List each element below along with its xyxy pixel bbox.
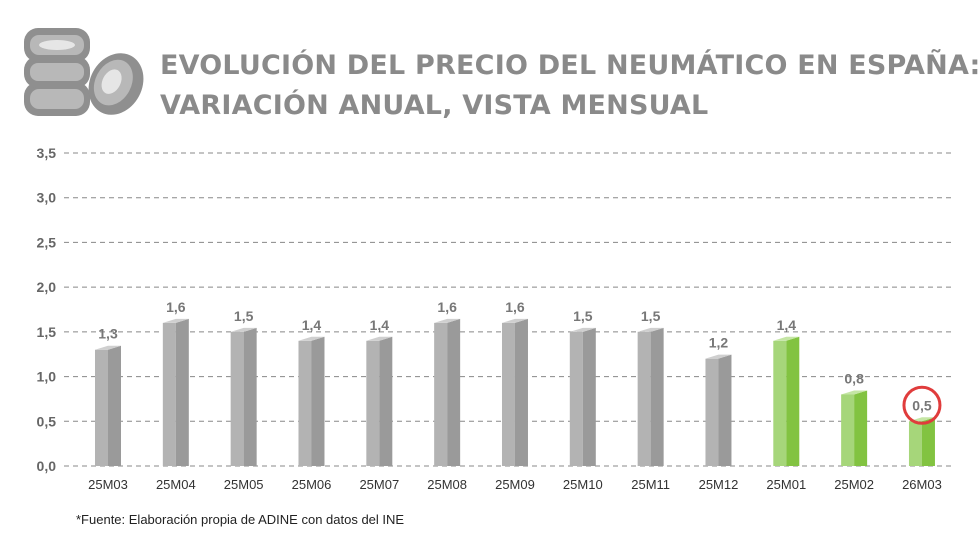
bar-front bbox=[705, 358, 719, 466]
x-tick-label: 25M04 bbox=[156, 477, 196, 492]
bar-side bbox=[582, 327, 596, 466]
bar-side bbox=[379, 336, 393, 466]
bar-value-label: 1,5 bbox=[641, 308, 661, 324]
bar-side bbox=[243, 327, 257, 466]
bar-front bbox=[434, 322, 448, 466]
x-tick-label: 25M11 bbox=[631, 477, 670, 492]
bar-front bbox=[230, 331, 244, 466]
bar-top bbox=[705, 354, 732, 359]
bar-top bbox=[501, 318, 528, 323]
bar-top bbox=[95, 345, 121, 350]
bar-side bbox=[108, 345, 121, 466]
bar-front bbox=[95, 349, 108, 466]
x-tick-label: 25M05 bbox=[224, 477, 264, 492]
tire-stack-icon bbox=[24, 28, 144, 116]
bar-front bbox=[162, 322, 176, 466]
bar-value-label: 0,5 bbox=[912, 397, 932, 413]
bar-side bbox=[650, 327, 664, 466]
bar-value-label: 1,5 bbox=[573, 308, 593, 324]
highlight-circle bbox=[902, 385, 942, 425]
x-tick-label: 25M09 bbox=[495, 477, 535, 492]
y-tick-label: 0,0 bbox=[37, 458, 57, 474]
bar-side bbox=[854, 390, 868, 466]
bar-side bbox=[921, 417, 935, 466]
tire-stack-left bbox=[24, 28, 90, 116]
x-tick-label: 25M07 bbox=[359, 477, 399, 492]
bar-value-label: 1,4 bbox=[777, 317, 797, 333]
y-tick-label: 2,0 bbox=[37, 279, 57, 295]
chart-title-line-2: VARIACIÓN ANUAL, VISTA MENSUAL bbox=[160, 90, 709, 121]
bar-top bbox=[162, 318, 189, 323]
x-tick-label: 25M01 bbox=[766, 477, 806, 492]
bar-value-label: 1,4 bbox=[302, 317, 322, 333]
bar-top bbox=[637, 327, 664, 332]
x-tick-label: 25M06 bbox=[292, 477, 332, 492]
bar-front bbox=[569, 331, 583, 466]
bar-top bbox=[841, 390, 868, 395]
bar-front bbox=[637, 331, 651, 466]
bar-front bbox=[841, 394, 855, 466]
bar-top bbox=[298, 336, 325, 341]
bar-value-label: 1,6 bbox=[437, 299, 457, 315]
bar-value-label: 0,8 bbox=[844, 370, 864, 386]
x-tick-label: 25M10 bbox=[563, 477, 603, 492]
bar-top bbox=[569, 327, 596, 332]
x-tick-label: 25M12 bbox=[699, 477, 739, 492]
tire-leaning-right bbox=[88, 53, 144, 115]
bar-top bbox=[434, 318, 461, 323]
bar-value-label: 1,6 bbox=[166, 299, 186, 315]
bar-front bbox=[773, 340, 787, 466]
bar-top bbox=[230, 327, 257, 332]
y-tick-label: 3,5 bbox=[37, 145, 57, 161]
x-tick-label: 25M02 bbox=[834, 477, 874, 492]
bar-value-label: 1,6 bbox=[505, 299, 525, 315]
bar-front bbox=[908, 421, 922, 466]
bar-side bbox=[786, 336, 800, 466]
bar-front bbox=[366, 340, 380, 466]
bar-value-label: 1,3 bbox=[98, 326, 118, 342]
y-tick-label: 1,0 bbox=[37, 369, 57, 385]
bar-value-label: 1,2 bbox=[709, 335, 729, 351]
bar-top bbox=[908, 417, 935, 422]
chart-title-line-1: EVOLUCIÓN DEL PRECIO DEL NEUMÁTICO EN ES… bbox=[160, 50, 980, 81]
bar-side bbox=[175, 318, 189, 466]
y-tick-label: 0,5 bbox=[37, 413, 57, 429]
x-tick-label: 26M03 bbox=[902, 477, 942, 492]
bar-value-label: 1,4 bbox=[370, 317, 390, 333]
x-tick-label: 25M08 bbox=[427, 477, 467, 492]
bar-value-label: 1,5 bbox=[234, 308, 254, 324]
bar-side bbox=[311, 336, 325, 466]
bar-front bbox=[501, 322, 515, 466]
source-footnote: *Fuente: Elaboración propia de ADINE con… bbox=[76, 512, 405, 527]
y-tick-label: 1,5 bbox=[37, 324, 57, 340]
bar-side bbox=[514, 318, 528, 466]
bar-top bbox=[366, 336, 393, 341]
bar-side bbox=[718, 354, 732, 466]
bar-top bbox=[773, 336, 800, 341]
y-tick-label: 2,5 bbox=[37, 234, 57, 250]
bar-side bbox=[447, 318, 461, 466]
y-tick-label: 3,0 bbox=[37, 190, 57, 206]
bar-front bbox=[298, 340, 312, 466]
x-tick-label: 25M03 bbox=[88, 477, 128, 492]
